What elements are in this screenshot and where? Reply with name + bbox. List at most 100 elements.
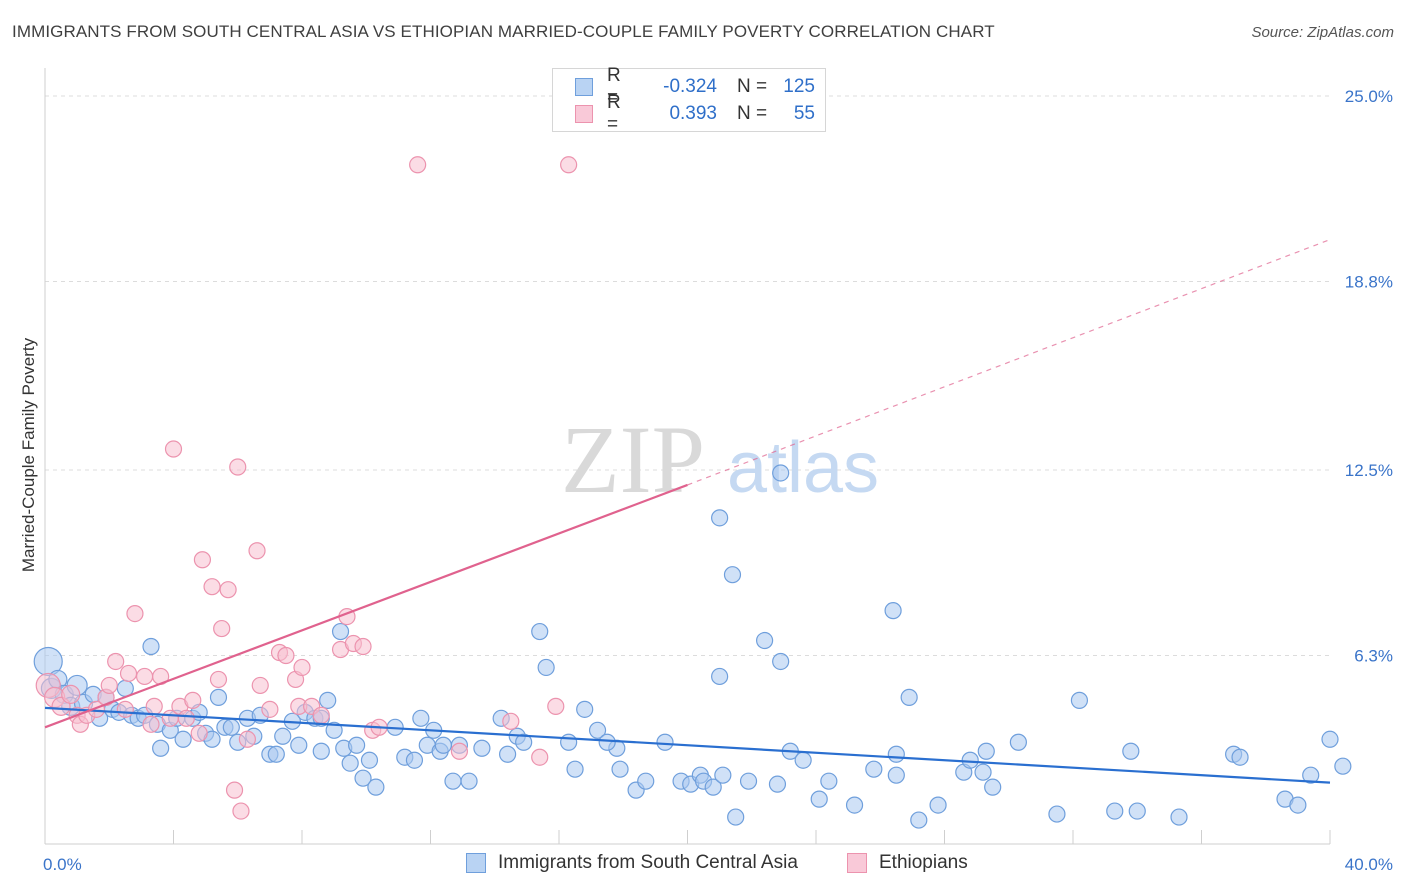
data-point-south-central-asia	[1070, 691, 1089, 709]
legend-n-label: N =	[737, 76, 768, 97]
data-point-south-central-asia	[977, 742, 995, 760]
data-point-south-central-asia	[929, 796, 947, 814]
data-point-south-central-asia	[434, 736, 452, 754]
data-point-south-central-asia	[711, 667, 729, 686]
data-point-south-central-asia	[755, 631, 774, 650]
axes	[44, 68, 1331, 845]
data-point-south-central-asia	[560, 733, 578, 751]
data-point-south-central-asia	[1048, 805, 1066, 823]
legend-n-value: 125	[783, 76, 815, 97]
data-point-south-central-asia	[1128, 802, 1146, 820]
data-point-ethiopian	[248, 542, 266, 560]
x-tick-label: 0.0%	[43, 855, 82, 874]
data-point-south-central-asia	[1106, 802, 1124, 820]
data-point-ethiopian	[219, 581, 237, 599]
data-point-ethiopian	[531, 748, 549, 766]
data-point-south-central-asia	[325, 721, 343, 739]
data-point-ethiopian	[277, 646, 295, 665]
legend-swatch-pink	[575, 105, 593, 123]
data-point-ethiopian	[135, 667, 154, 686]
data-point-south-central-asia	[704, 778, 722, 796]
legend-swatch-pink	[847, 853, 867, 873]
data-point-ethiopian	[312, 706, 330, 724]
tick-labels: 6.3% 12.5% 18.8% 25.0% 0.0% 40.0%	[43, 87, 1393, 874]
data-point-south-central-asia	[739, 772, 758, 790]
data-point-south-central-asia	[274, 727, 292, 745]
data-point-ethiopian	[203, 578, 221, 596]
data-point-south-central-asia	[174, 730, 192, 748]
data-point-south-central-asia	[1009, 733, 1027, 751]
legend-n-label: N =	[737, 103, 768, 124]
data-point-south-central-asia	[331, 622, 350, 641]
data-point-south-central-asia	[984, 778, 1002, 796]
legend-r-label: R =	[607, 92, 621, 135]
data-point-ethiopian	[232, 802, 250, 820]
data-point-south-central-asia	[588, 721, 607, 739]
data-point-south-central-asia	[727, 808, 745, 826]
data-point-ethiopian	[502, 712, 520, 730]
data-point-south-central-asia	[360, 751, 379, 769]
data-point-ethiopian	[209, 670, 228, 689]
data-point-south-central-asia	[900, 688, 918, 706]
data-point-ethiopian	[164, 440, 183, 458]
data-point-south-central-asia	[714, 766, 732, 784]
legend-swatch-blue	[575, 78, 593, 96]
legend-item-south-central-asia: Immigrants from South Central Asia	[466, 852, 798, 874]
x-tick-label: 40.0%	[1345, 855, 1393, 874]
data-point-south-central-asia	[348, 736, 366, 754]
legend-swatch-blue	[466, 853, 486, 873]
data-point-south-central-asia	[1231, 748, 1249, 766]
data-point-ethiopian	[190, 724, 208, 742]
data-point-ethiopian	[251, 676, 269, 695]
data-point-south-central-asia	[1334, 757, 1352, 775]
data-point-south-central-asia	[566, 760, 584, 778]
data-point-south-central-asia	[768, 775, 787, 793]
data-point-south-central-asia	[810, 790, 828, 808]
data-point-south-central-asia	[312, 742, 330, 760]
data-point-ethiopian	[354, 637, 372, 656]
data-point-south-central-asia	[820, 772, 838, 790]
legend-row-blue: R = -0.324 N = 125	[575, 65, 815, 108]
data-point-ethiopian	[450, 742, 469, 760]
data-point-ethiopian	[229, 458, 247, 476]
chart-title: IMMIGRANTS FROM SOUTH CENTRAL ASIA VS ET…	[12, 22, 995, 41]
data-point-south-central-asia	[611, 760, 629, 778]
data-point-ethiopian	[560, 156, 578, 174]
data-point-south-central-asia	[290, 736, 308, 754]
data-point-ethiopian	[409, 156, 427, 174]
correlation-legend: R = -0.324 N = 125 R = 0.393 N = 55	[552, 65, 826, 135]
data-point-south-central-asia	[887, 745, 905, 763]
y-tick-label: 6.3%	[1354, 646, 1393, 665]
legend-row-pink: R = 0.393 N = 55	[575, 92, 815, 135]
source-label: Source: ZipAtlas.com	[1251, 24, 1394, 41]
data-point-south-central-asia	[354, 769, 372, 787]
data-point-south-central-asia	[531, 622, 549, 641]
data-point-south-central-asia	[319, 691, 337, 709]
data-point-ethiopian	[107, 652, 125, 671]
data-point-south-central-asia	[152, 739, 170, 757]
data-point-ethiopian	[261, 700, 279, 718]
data-point-south-central-asia	[772, 464, 790, 482]
data-point-south-central-asia	[473, 739, 491, 757]
data-point-ethiopian	[177, 709, 195, 727]
data-point-south-central-asia	[845, 796, 864, 814]
data-point-ethiopian	[142, 715, 160, 733]
data-point-south-central-asia	[711, 509, 729, 527]
data-point-ethiopian	[238, 730, 256, 748]
trend-lines	[44, 239, 1331, 784]
trend-line-south-central-asia	[44, 706, 1331, 784]
data-point-south-central-asia	[1170, 808, 1188, 826]
data-point-south-central-asia	[444, 772, 462, 790]
data-point-ethiopian	[116, 700, 134, 718]
data-point-south-central-asia	[794, 751, 812, 769]
data-point-south-central-asia	[460, 772, 478, 790]
series-legend: Immigrants from South Central Asia Ethio…	[0, 852, 1406, 878]
data-point-ethiopian	[119, 664, 138, 683]
watermark-atlas: atlas	[727, 428, 879, 508]
data-point-south-central-asia	[1302, 766, 1320, 784]
trend-line-ethiopians	[44, 483, 688, 729]
data-point-south-central-asia	[598, 733, 616, 751]
y-axis-label: Married-Couple Family Poverty	[19, 337, 38, 572]
data-point-south-central-asia	[910, 811, 928, 829]
